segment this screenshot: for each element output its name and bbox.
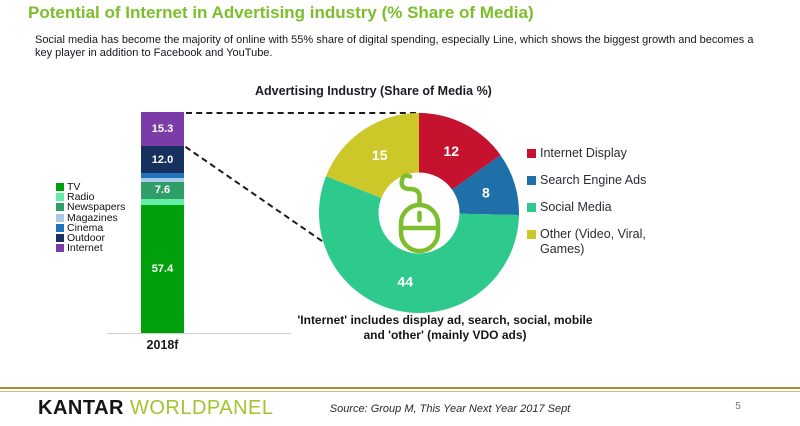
donut-slices (318, 112, 519, 313)
callout-dashed-line-diagonal (184, 146, 331, 248)
bar-segment-internet: 15.3 (141, 112, 184, 147)
bar-segment-value: 7.6 (154, 184, 171, 197)
legend-item-search-engine-ads: Search Engine Ads (527, 173, 673, 188)
internet-note: 'Internet' includes display ad, search, … (297, 313, 593, 342)
legend-item-social-media: Social Media (527, 200, 673, 215)
legend-label: Newspapers (67, 201, 126, 214)
bar-segment-magazines (141, 177, 184, 182)
legend-item-internet: Internet (56, 243, 125, 253)
donut-slice-social-media (318, 176, 519, 313)
legend-label: Internet Display (540, 146, 627, 160)
page-subtitle: Social media has become the majority of … (35, 34, 754, 59)
bar-segment-tv: 57.4 (141, 204, 184, 333)
donut-chart-title: Advertising Industry (Share of Media %) (255, 84, 492, 98)
legend-swatch (56, 234, 64, 243)
callout-dashed-line-top (186, 112, 416, 114)
bar-axis-baseline (107, 333, 291, 334)
legend-label: Cinema (67, 221, 104, 234)
legend-label: Search Engine Ads (540, 173, 647, 187)
legend-item-outdoor: Outdoor (56, 233, 125, 243)
legend-label: Internet (67, 242, 103, 255)
bar-segment-value: 12.0 (151, 153, 174, 166)
legend-item-cinema: Cinema (56, 221, 125, 234)
donut-slice-internet-display (419, 113, 501, 190)
legend-swatch (56, 203, 64, 212)
legend-item-other-video-viral-games: Other (Video, Viral, Games) (527, 227, 673, 257)
legend-swatch (527, 230, 536, 239)
legend-label: Magazines (67, 211, 118, 224)
donut-value-labels: 12 8 44 15 (372, 143, 490, 290)
donut-slice-value: 44 (397, 274, 413, 290)
footer-rule-top (0, 387, 800, 389)
logo-kantar-text: KANTAR (38, 397, 124, 419)
legend-swatch (527, 203, 536, 212)
legend-label: Outdoor (67, 231, 105, 244)
legend-swatch (56, 223, 64, 232)
legend-label: TV (67, 181, 81, 193)
page-title: Potential of Internet in Advertising ind… (28, 3, 534, 22)
donut-slice-value: 8 (482, 184, 490, 200)
computer-mouse-icon (398, 173, 441, 254)
bar-segment-newspapers: 7.6 (141, 181, 184, 199)
logo-worldpanel-text: WОRLDPANEL (129, 397, 274, 419)
legend-swatch (56, 213, 64, 222)
legend-item-radio: Radio (56, 191, 125, 204)
donut-slice-value: 12 (443, 143, 459, 159)
kantar-worldpanel-logo: KANTAR WОRLDPANEL (38, 397, 274, 420)
bar-segment-value: 57.4 (151, 262, 174, 275)
donut-slice-other-video-viral-games (326, 112, 419, 199)
bar-segment-cinema (141, 172, 184, 178)
legend-label: Social Media (540, 200, 612, 214)
legend-item-newspapers: Newspapers (56, 201, 126, 214)
legend-item-magazines: Magazines (56, 211, 125, 224)
bar-segment-outdoor: 12.0 (141, 146, 184, 173)
donut-chart-legend: Internet Display Search Engine Ads Social … (527, 146, 673, 269)
bar-segment-radio (141, 198, 184, 205)
page-number: 5 (735, 401, 741, 412)
bar-x-tick-label: 2018f (146, 338, 179, 352)
bar-chart-legend: TV Radio Newspapers Magazines Cinema Outdoor I… (56, 182, 125, 253)
legend-item-internet-display: Internet Display (527, 146, 673, 161)
legend-swatch (56, 244, 64, 253)
footer-rule-bottom (0, 391, 800, 392)
legend-swatch (56, 183, 64, 192)
legend-item-tv: TV (56, 182, 125, 192)
source-text: Source: Group M, This Year Next Year 201… (329, 403, 571, 415)
legend-swatch (527, 176, 536, 185)
donut-slice-search-engine-ads (452, 155, 519, 215)
legend-label: Radio (67, 191, 95, 204)
donut-chart: 12 8 44 15 (318, 112, 519, 313)
donut-slice-value: 15 (372, 147, 388, 163)
legend-swatch (56, 193, 64, 202)
legend-label: Other (Video, Viral, Games) (540, 227, 646, 256)
legend-swatch (527, 149, 536, 158)
stacked-bar-chart: 15.3 12.0 7.6 57.4 (141, 112, 184, 333)
bar-segment-value: 15.3 (151, 123, 174, 136)
